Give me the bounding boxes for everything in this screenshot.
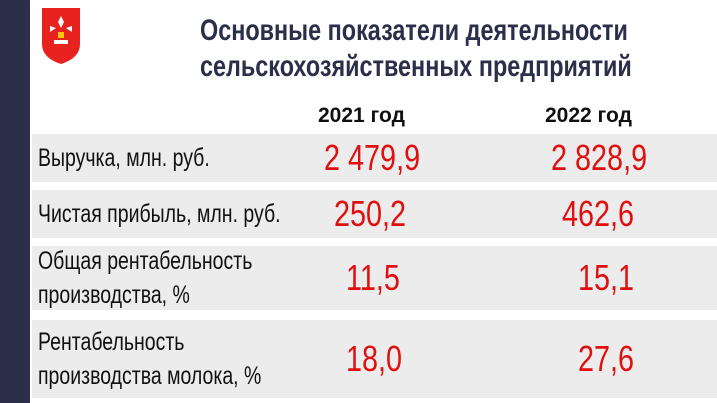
row-label: производства молока, % (38, 362, 262, 390)
value: 250,2 (334, 193, 407, 234)
row-band (32, 190, 717, 238)
value: 27,6 (578, 338, 635, 379)
value: 462,6 (562, 193, 635, 234)
row-band (32, 320, 717, 398)
value: 2 828,9 (551, 137, 648, 178)
value: 18,0 (346, 338, 403, 379)
row-label: производства, % (38, 281, 190, 309)
row-band (32, 246, 717, 310)
row-label: Выручка, млн. руб. (38, 144, 210, 172)
value: 11,5 (346, 257, 400, 298)
row-label: Рентабельность (38, 328, 185, 356)
side-strip (0, 0, 30, 403)
value: 15,1 (578, 257, 635, 298)
column-header: 2022 год (545, 104, 632, 127)
title-line: сельскохозяйственных предприятий (200, 50, 632, 83)
value: 2 479,9 (324, 137, 421, 178)
column-header: 2021 год (318, 104, 405, 127)
row-label: Чистая прибыль, млн. руб. (38, 200, 281, 228)
title-line: Основные показатели деятельности (200, 14, 628, 47)
row-band (32, 134, 717, 182)
row-label: Общая рентабельность (38, 247, 253, 275)
logo (42, 8, 80, 64)
